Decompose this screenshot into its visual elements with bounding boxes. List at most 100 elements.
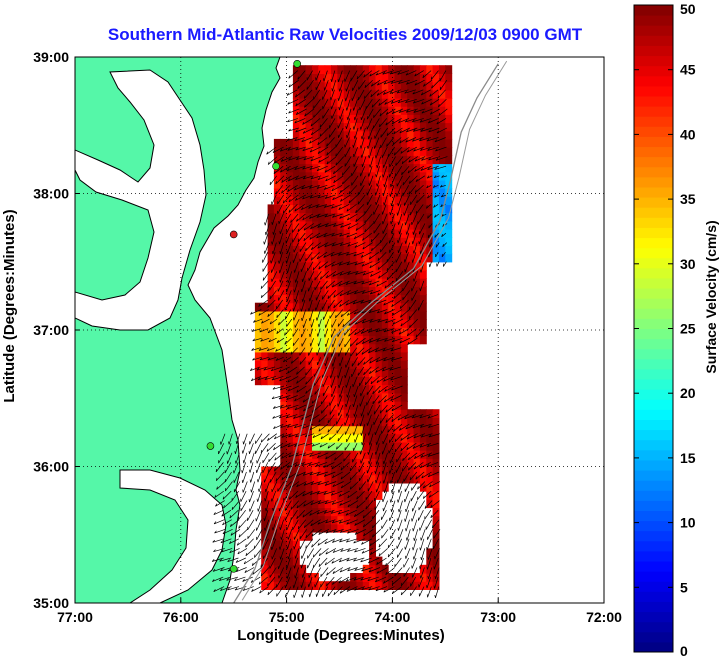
heat-cell <box>400 261 408 271</box>
heat-cell <box>369 491 376 500</box>
heat-cell <box>299 507 307 517</box>
heat-cell <box>331 204 338 214</box>
heat-cell <box>369 253 376 263</box>
heat-cell <box>369 310 376 320</box>
heat-cell <box>375 573 383 582</box>
bathymetry-contours <box>233 60 508 603</box>
heat-cell <box>350 491 357 500</box>
heat-cell <box>286 196 294 205</box>
heat-cell <box>356 73 364 83</box>
heat-cell <box>318 417 326 427</box>
heat-cell <box>362 212 370 222</box>
heat-cell <box>375 409 383 418</box>
heat-cell <box>381 310 389 320</box>
heat-cell <box>305 73 313 83</box>
heat-cell <box>419 450 427 459</box>
heat-cell <box>318 212 326 222</box>
heat-cell <box>400 220 408 230</box>
heat-cell <box>381 351 389 361</box>
heat-cell <box>375 188 383 197</box>
heat-cell <box>394 130 402 140</box>
heat-cell <box>337 482 345 492</box>
heat-cell <box>381 220 389 230</box>
x-tick-label: 72:00 <box>586 609 622 625</box>
heat-cell <box>445 253 453 263</box>
heat-cell <box>375 482 383 492</box>
heat-cell <box>439 245 446 255</box>
heat-cell <box>445 237 453 246</box>
heat-cell <box>324 351 332 361</box>
heat-cell <box>362 384 370 394</box>
heat-cell <box>400 376 408 386</box>
chart-title: Southern Mid-Atlantic Raw Velocities 200… <box>108 25 583 44</box>
heat-cell <box>312 229 319 238</box>
heat-cell <box>318 343 326 353</box>
heat-cell <box>312 417 319 427</box>
heat-cell <box>267 499 275 509</box>
heat-cell <box>432 425 440 435</box>
heat-cell <box>362 319 370 328</box>
heat-cell <box>375 417 383 427</box>
heat-cell <box>362 523 370 533</box>
heat-cell <box>261 327 269 337</box>
heat-cell <box>375 401 383 410</box>
heat-cell <box>394 294 402 304</box>
heat-cell <box>375 351 383 361</box>
heat-cell <box>432 515 440 525</box>
heat-cell <box>261 360 269 369</box>
heat-cell <box>273 564 281 574</box>
colorbar-segment <box>634 146 673 158</box>
heat-cell <box>394 360 402 369</box>
heat-cell <box>280 425 288 435</box>
heat-cell <box>419 171 427 181</box>
heat-cell <box>407 409 415 418</box>
heat-cell <box>350 523 357 533</box>
heat-cell <box>312 319 319 328</box>
heat-cell <box>381 130 389 140</box>
heat-cell <box>254 351 262 361</box>
heat-cell <box>350 171 357 181</box>
heat-cell <box>362 409 370 418</box>
heat-cell <box>388 409 396 418</box>
heat-cell <box>388 73 396 83</box>
heat-cell <box>369 507 376 517</box>
heat-cell <box>445 204 453 214</box>
heat-cell <box>381 433 389 443</box>
heat-cell <box>394 425 402 435</box>
heat-cell <box>426 106 434 115</box>
heat-cell <box>318 507 326 517</box>
heat-cell <box>369 89 376 99</box>
heat-cell <box>312 466 319 476</box>
heat-cell <box>394 458 402 468</box>
heat-cell <box>362 155 370 165</box>
heat-cell <box>369 196 376 205</box>
heat-cell <box>343 417 351 427</box>
heat-cell <box>432 433 440 443</box>
colorbar-segment <box>634 581 673 592</box>
heat-cell <box>426 466 434 476</box>
heat-cell <box>394 286 402 296</box>
heat-cell <box>413 114 421 124</box>
colorbar-segment <box>634 85 673 97</box>
heat-cell <box>413 163 421 173</box>
heat-cell <box>407 130 415 140</box>
colorbar-segment <box>634 399 673 410</box>
heat-cell <box>362 122 370 132</box>
heat-cell <box>350 269 357 279</box>
heat-cell <box>280 302 288 312</box>
heat-cell <box>331 384 338 394</box>
heat-cell <box>267 278 275 287</box>
heat-cell <box>407 335 415 345</box>
heat-cell <box>362 507 370 517</box>
heat-cell <box>400 384 408 394</box>
heat-cell <box>286 507 294 517</box>
heat-cell <box>292 302 300 312</box>
heat-cell <box>280 245 288 255</box>
heat-cell <box>305 310 313 320</box>
heat-cell <box>280 368 288 377</box>
heat-cell <box>432 564 440 574</box>
heat-cell <box>362 450 370 459</box>
heat-cell <box>432 523 440 533</box>
heat-cell <box>299 474 307 484</box>
heat-cell <box>273 269 281 279</box>
